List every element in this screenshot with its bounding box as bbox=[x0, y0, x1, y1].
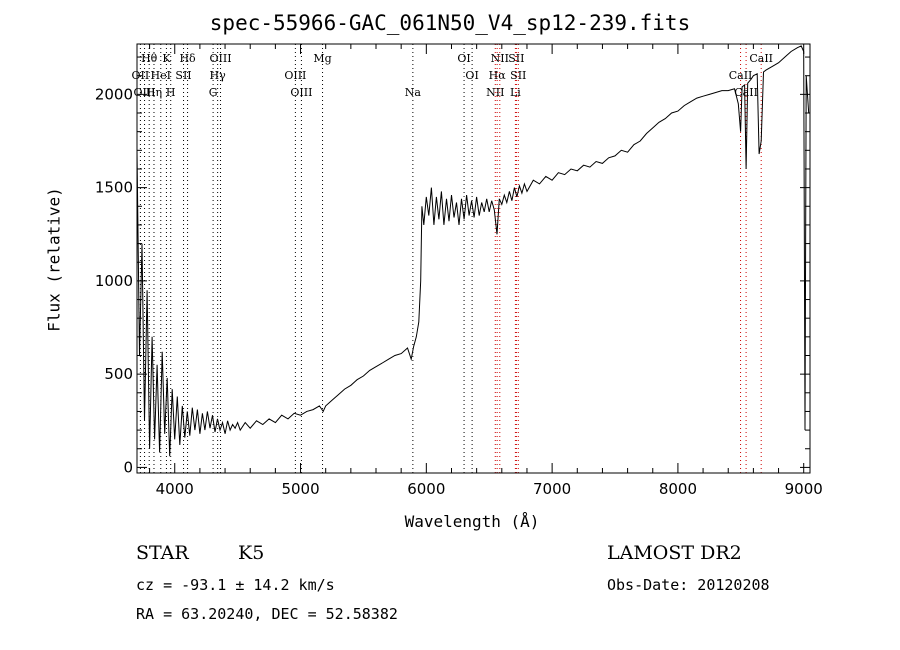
y-tick-label: 1500 bbox=[95, 179, 133, 197]
line-label-HeI: HeI bbox=[151, 69, 171, 82]
line-label-Hγ: Hγ bbox=[210, 69, 227, 82]
line-label-SII: SII bbox=[510, 69, 526, 82]
x-tick-label: 8000 bbox=[659, 480, 697, 498]
line-label-OIII: OIII bbox=[284, 69, 306, 82]
line-label-K: K bbox=[162, 52, 171, 65]
survey-label: LAMOST DR2 bbox=[607, 542, 742, 564]
line-label-Hα: Hα bbox=[489, 69, 507, 82]
axis-ticks: 4000 5000 6000 7000 8000 9000 0 500 1000 1500 2000 bbox=[95, 44, 823, 498]
x-axis-label: Wavelength (Å) bbox=[404, 512, 540, 531]
x-tick-label: 6000 bbox=[407, 480, 445, 498]
spectrum-series bbox=[136, 45, 810, 457]
axes-frame bbox=[136, 43, 811, 474]
line-label-Hη: Hη bbox=[146, 86, 162, 99]
line-label-NII: NII bbox=[486, 86, 504, 99]
line-label-OII: OII bbox=[132, 69, 150, 82]
plot-frame bbox=[136, 43, 811, 474]
line-label-SII: SII bbox=[508, 52, 524, 65]
y-tick-label: 1000 bbox=[95, 272, 133, 290]
y-tick-label: 0 bbox=[123, 458, 133, 476]
chart-title: spec-55966-GAC_061N50_V4_sp12-239.fits bbox=[209, 11, 691, 35]
line-label-SII: SII bbox=[175, 69, 191, 82]
y-tick-label: 2000 bbox=[95, 85, 133, 103]
line-label-CaII: CaII bbox=[729, 69, 753, 82]
line-label-CaII: CaII bbox=[749, 52, 773, 65]
line-label-OIII: OIII bbox=[290, 86, 312, 99]
x-tick-label: 5000 bbox=[281, 480, 319, 498]
obs-date: Obs-Date: 20120208 bbox=[607, 576, 770, 594]
line-label-OIII: OIII bbox=[209, 52, 231, 65]
line-label-OIII: OIII bbox=[134, 86, 156, 99]
x-tick-label: 4000 bbox=[156, 480, 194, 498]
line-label-Na: Na bbox=[405, 86, 422, 99]
line-label-Hθ: Hθ bbox=[141, 52, 158, 65]
x-tick-label: 7000 bbox=[533, 480, 571, 498]
line-label-H: H bbox=[166, 86, 176, 99]
redshift-value: cz = -93.1 ± 14.2 km/s bbox=[136, 576, 335, 594]
x-tick-label: 9000 bbox=[785, 480, 823, 498]
line-label-G: G bbox=[209, 86, 218, 99]
line-label-OI: OI bbox=[465, 69, 478, 82]
spectral-line-markers bbox=[139, 44, 762, 473]
coordinates: RA = 63.20240, DEC = 52.58382 bbox=[136, 605, 398, 623]
line-label-Hδ: Hδ bbox=[179, 52, 196, 65]
line-label-Mg: Mg bbox=[313, 52, 331, 65]
y-axis-label: Flux (relative) bbox=[44, 187, 64, 332]
line-label-OI: OI bbox=[457, 52, 470, 65]
y-tick-label: 500 bbox=[104, 365, 133, 383]
line-label-NII: NII bbox=[491, 52, 509, 65]
object-class: STAR bbox=[136, 542, 189, 564]
line-label-Li: Li bbox=[510, 86, 521, 99]
object-subclass: K5 bbox=[238, 542, 265, 564]
spectrum-line bbox=[136, 45, 810, 457]
line-label-CaII: CaII bbox=[734, 86, 758, 99]
